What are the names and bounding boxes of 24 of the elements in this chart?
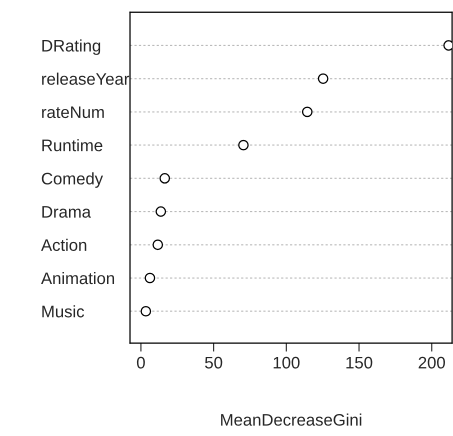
x-tick-label: 0 — [136, 356, 145, 369]
y-tick-label: rateNum — [42, 106, 104, 118]
point — [159, 173, 170, 184]
point — [152, 240, 164, 250]
y-tick-label: Comedy — [42, 172, 104, 188]
y-tick-label: releaseYear — [42, 72, 130, 85]
y-tick-label: Action — [41, 238, 86, 251]
x-tick-label: 200 — [418, 356, 445, 369]
point — [144, 272, 156, 284]
y-tick-label: Music — [42, 305, 84, 318]
y-tick-label: Animation — [41, 272, 114, 284]
x-tick-label: 50 — [205, 356, 222, 369]
y-tick-label: Runtime — [42, 139, 102, 152]
point — [238, 140, 249, 150]
point — [302, 106, 313, 118]
x-axis-title: MeanDecreaseGini — [221, 414, 362, 426]
y-tick-label: Drama — [42, 206, 91, 218]
x-tick-label: 150 — [346, 356, 372, 369]
point — [443, 40, 452, 51]
point — [156, 206, 166, 217]
x-tick-label: 100 — [274, 356, 300, 369]
y-tick-label: DRating — [42, 39, 100, 55]
point — [318, 73, 328, 84]
point — [140, 306, 152, 317]
